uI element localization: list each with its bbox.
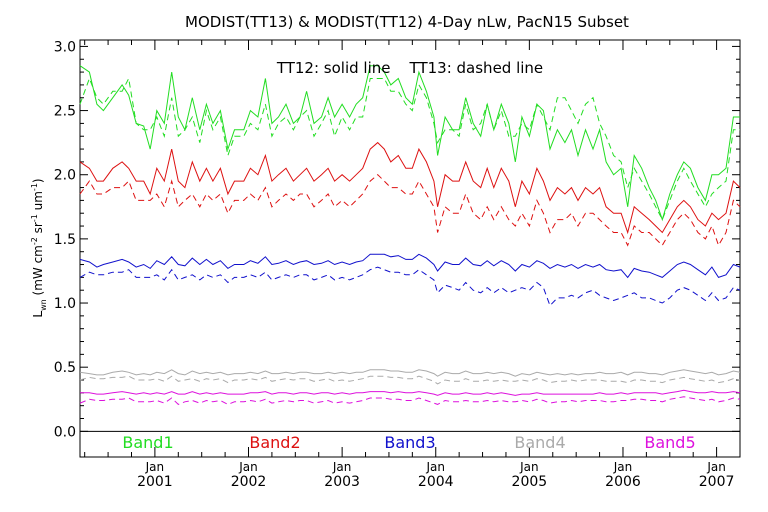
band2-tt12-solid-line [79, 141, 741, 235]
band3-tt13-dashed-line [79, 266, 741, 307]
y-tick-label: 3.0 [54, 39, 76, 55]
series-layer [79, 65, 741, 405]
y-tick-label: 1.5 [54, 232, 76, 248]
x-tick-year-label: 2005 [512, 474, 548, 490]
x-tick-year-label: 2004 [418, 474, 454, 490]
x-tick-month-label: Jan [425, 460, 445, 474]
x-tick-year-label: 2006 [605, 474, 641, 490]
x-tick-year-label: 2002 [231, 474, 267, 490]
y-label-base: L [31, 311, 45, 318]
y-label-sup2: -1 [30, 214, 39, 222]
y-tick-label: 2.5 [54, 104, 76, 120]
x-tick-year-label: 2007 [699, 474, 735, 490]
y-label-sup3: -1 [30, 183, 39, 191]
y-label-text: (mW cm [31, 245, 45, 299]
legend-band4: Band4 [514, 433, 565, 452]
legend: Band1 Band2 Band3 Band4 Band5 [122, 433, 695, 452]
band4-tt13-dashed-line [79, 375, 741, 385]
line-style-annotation: TT12: solid line TT13: dashed line [276, 59, 543, 77]
y-tick-label: 1.0 [54, 296, 76, 312]
x-tick-month-label: Jan [613, 460, 633, 474]
y-axis-label: Lwn (mW cm-2 sr-1 um-1) [30, 178, 48, 317]
legend-band2: Band2 [249, 433, 300, 452]
band5-tt12-solid-line [80, 389, 741, 396]
y-label-sup1: -2 [30, 237, 39, 245]
y-label-mid: sr [31, 222, 45, 237]
x-tick-month-label: Jan [706, 460, 726, 474]
band3-tt12-solid-line [79, 253, 741, 279]
y-tick-label: 0.5 [54, 360, 76, 376]
legend-band5: Band5 [644, 433, 695, 452]
x-tick-month-label: Jan [519, 460, 539, 474]
y-tick-label: 0.0 [54, 424, 76, 440]
band4-tt12-solid-line [79, 369, 741, 377]
chart-title: MODIST(TT13) & MODIST(TT12) 4-Day nLw, P… [185, 13, 629, 31]
legend-band3: Band3 [384, 433, 435, 452]
band1-tt12-solid-line [79, 65, 740, 222]
y-label-sub: wn [39, 299, 48, 311]
y-axis: 0.0 0.5 1.0 1.5 2.0 2.5 3.0 [54, 39, 740, 440]
band2-tt13-dashed-line [79, 174, 741, 247]
band5-tt13-dashed-line [79, 396, 741, 405]
band1-tt13-dashed-line [79, 76, 740, 221]
plot-frame [79, 39, 741, 458]
x-tick-month-label: Jan [332, 460, 352, 474]
x-tick-month-label: Jan [238, 460, 258, 474]
legend-band1: Band1 [122, 433, 173, 452]
y-tick-label: 2.0 [54, 168, 76, 184]
y-label-end: um [31, 191, 45, 214]
y-label-close: ) [31, 178, 45, 183]
x-axis: Jan2001Jan2002Jan2003Jan2004Jan2005Jan20… [84, 40, 741, 490]
x-tick-year-label: 2001 [137, 474, 173, 490]
x-tick-year-label: 2003 [324, 474, 360, 490]
x-tick-month-label: Jan [145, 460, 165, 474]
